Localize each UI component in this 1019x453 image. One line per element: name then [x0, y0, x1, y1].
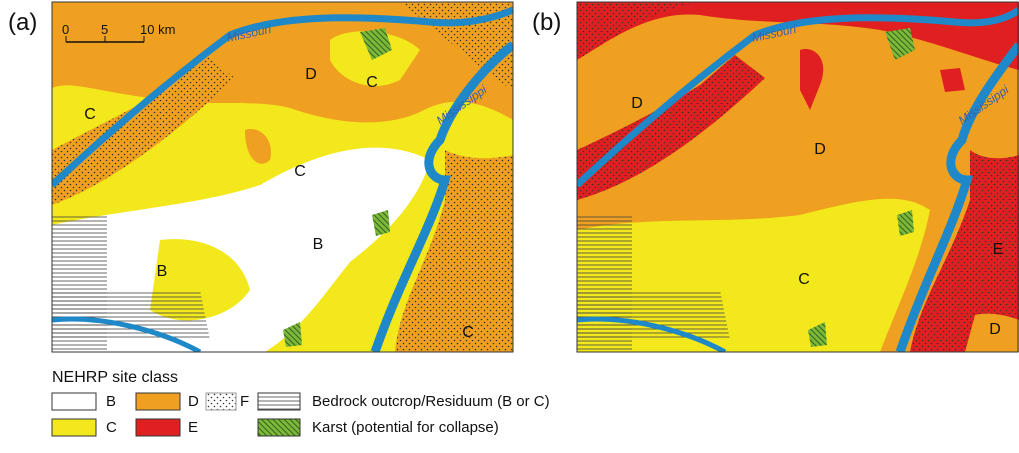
legend-title: NEHRP site class — [52, 369, 178, 386]
class-label: B — [157, 263, 168, 280]
map-b — [577, 2, 1019, 355]
class-label: C — [798, 271, 810, 288]
legend-item: E — [188, 419, 198, 436]
legend-item: F — [240, 393, 249, 410]
legend-item: C — [106, 419, 117, 436]
figure: 0 5 10 km (a) Missouri Mississippi C D C… — [0, 0, 1019, 453]
legend-item: D — [188, 393, 199, 410]
class-label: C — [84, 106, 96, 123]
legend: NEHRP site class B C D E F Bedrock outcr… — [52, 369, 550, 436]
map-a — [52, 2, 513, 355]
legend-item: Karst (potential for collapse) — [312, 419, 499, 436]
panel-label: (a) — [8, 9, 37, 36]
scale-label: 5 — [101, 22, 108, 37]
class-label: D — [305, 66, 317, 83]
panel-label: (b) — [532, 9, 561, 36]
scale-label: 0 — [62, 22, 69, 37]
class-label: D — [989, 321, 1001, 338]
class-label: C — [366, 74, 378, 91]
class-label: B — [313, 236, 324, 253]
class-label: D — [814, 141, 826, 158]
class-label: C — [294, 163, 306, 180]
legend-item: B — [106, 393, 116, 410]
class-label: D — [631, 95, 643, 112]
class-label: E — [993, 241, 1004, 258]
scale-label: 10 km — [140, 22, 175, 37]
class-label: C — [462, 324, 474, 341]
legend-item: Bedrock outcrop/Residuum (B or C) — [312, 393, 550, 410]
